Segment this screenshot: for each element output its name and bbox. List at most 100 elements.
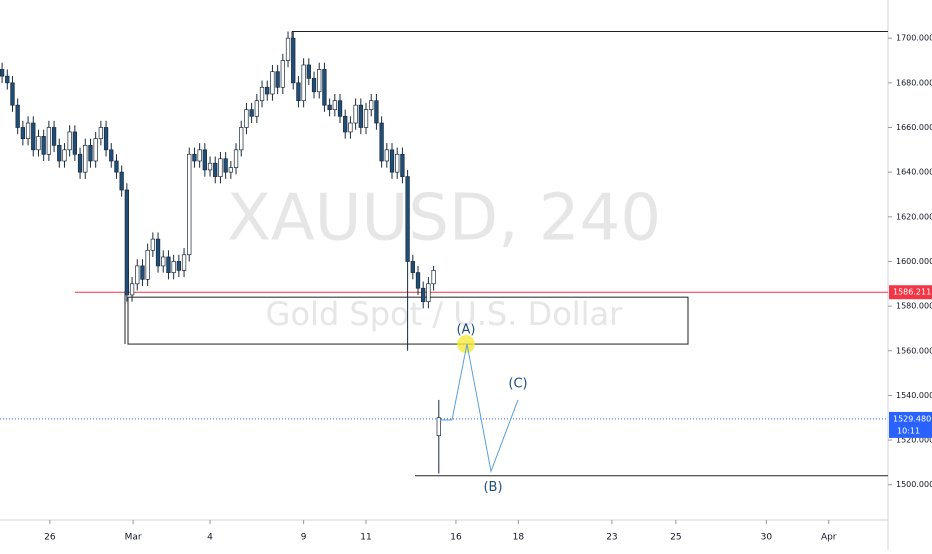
candle-body xyxy=(218,158,223,177)
candle-body xyxy=(233,149,239,169)
highlight xyxy=(457,335,475,354)
candle-body xyxy=(155,238,161,267)
candle-body xyxy=(31,122,36,151)
resistance-label: 1586.211 xyxy=(893,288,931,297)
candle-body xyxy=(0,69,5,77)
candle-body xyxy=(135,265,140,285)
candle-body xyxy=(317,69,322,93)
candle-body xyxy=(291,37,296,84)
y-tick-label: 1560.000 xyxy=(896,346,932,355)
y-tick-label: 1660.000 xyxy=(896,123,932,132)
y-tick-label: 1680.000 xyxy=(896,78,932,87)
last-price-label: 1529.480 xyxy=(893,414,931,423)
candle-body xyxy=(311,78,317,93)
candle-body xyxy=(405,176,410,262)
candle-body xyxy=(103,127,109,151)
candle-body xyxy=(124,189,130,296)
candle-body xyxy=(67,131,72,151)
candle-body xyxy=(239,127,244,151)
candle-body xyxy=(431,270,436,285)
candle-body xyxy=(129,283,135,296)
y-tick-label: 1520.000 xyxy=(896,436,932,445)
candle-body xyxy=(395,153,400,173)
x-tick-label: 23 xyxy=(606,533,617,543)
countdown: 10:11 xyxy=(897,426,920,435)
candle-body xyxy=(25,122,31,140)
candle-body xyxy=(343,115,348,133)
watermark: XAUUSD, 240 xyxy=(227,182,661,256)
candle-body xyxy=(410,261,415,273)
candle-body xyxy=(379,122,384,162)
candle-body xyxy=(275,71,280,88)
x-tick-label: 11 xyxy=(360,533,371,543)
x-tick-label: Mar xyxy=(125,533,142,543)
candle-body xyxy=(332,100,337,110)
x-tick-label: Apr xyxy=(821,533,837,543)
wave-label: (B) xyxy=(483,480,502,495)
candle-body xyxy=(301,64,306,102)
candle-body xyxy=(109,149,114,162)
candle-body xyxy=(265,86,270,95)
candle-body xyxy=(41,136,46,155)
resistance-tag xyxy=(889,285,932,300)
candle-body xyxy=(421,287,426,302)
candle-body xyxy=(88,144,93,162)
candle-body xyxy=(10,82,15,106)
candle-body xyxy=(207,162,213,171)
x-tick-label: 30 xyxy=(761,533,773,543)
candle-body xyxy=(15,104,20,128)
x-tick-label: 4 xyxy=(207,533,213,543)
candle-body xyxy=(348,122,353,133)
candle-body xyxy=(285,37,291,61)
y-tick-label: 1500.000 xyxy=(896,480,932,489)
x-tick-label: 26 xyxy=(44,533,56,543)
y-tick-label: 1600.000 xyxy=(896,257,932,266)
wave-path xyxy=(440,343,519,474)
candle-body xyxy=(353,104,358,124)
candle-body xyxy=(93,138,98,162)
candle-body xyxy=(83,144,88,173)
candle-body xyxy=(327,104,332,110)
candle-body xyxy=(389,149,395,173)
candle-body xyxy=(176,261,181,271)
wave-label: (A) xyxy=(456,323,475,338)
last-price-tag xyxy=(889,411,932,438)
candle-body xyxy=(259,86,265,102)
candle-body xyxy=(192,153,197,162)
candle-body xyxy=(369,100,374,110)
candle-body xyxy=(20,127,26,140)
candle-body xyxy=(197,149,202,162)
candle-body xyxy=(181,254,187,271)
y-tick-label: 1620.000 xyxy=(896,212,932,221)
candle-body xyxy=(322,69,327,106)
candle-body xyxy=(254,100,259,117)
candle-body xyxy=(98,127,104,140)
candle-body xyxy=(119,171,124,191)
candle-body xyxy=(46,127,52,155)
x-tick-label: 18 xyxy=(513,533,525,543)
candle-body xyxy=(363,109,369,128)
candle-body xyxy=(280,60,285,88)
y-tick-label: 1580.000 xyxy=(896,302,932,311)
candle-body xyxy=(415,272,421,289)
candle-body xyxy=(36,136,41,151)
candle-body xyxy=(270,71,275,95)
candle-body xyxy=(400,153,405,177)
x-tick-label: 16 xyxy=(450,533,462,543)
watermark-sub: Gold Spot / U.S. Dollar xyxy=(266,295,623,333)
candle-body xyxy=(358,104,363,128)
y-tick-label: 1540.000 xyxy=(896,391,932,400)
candle-body xyxy=(77,153,83,173)
candle-body xyxy=(374,100,379,124)
candle-body xyxy=(140,265,145,280)
candle-body xyxy=(145,249,150,280)
candle-body xyxy=(150,238,156,251)
candle-body xyxy=(223,158,228,173)
candle-body xyxy=(57,144,62,162)
y-tick-label: 1700.000 xyxy=(896,34,932,43)
candle-body xyxy=(337,100,343,117)
y-tick-label: 1640.000 xyxy=(896,168,932,177)
candle-body xyxy=(202,149,207,171)
candle-body xyxy=(62,149,67,162)
